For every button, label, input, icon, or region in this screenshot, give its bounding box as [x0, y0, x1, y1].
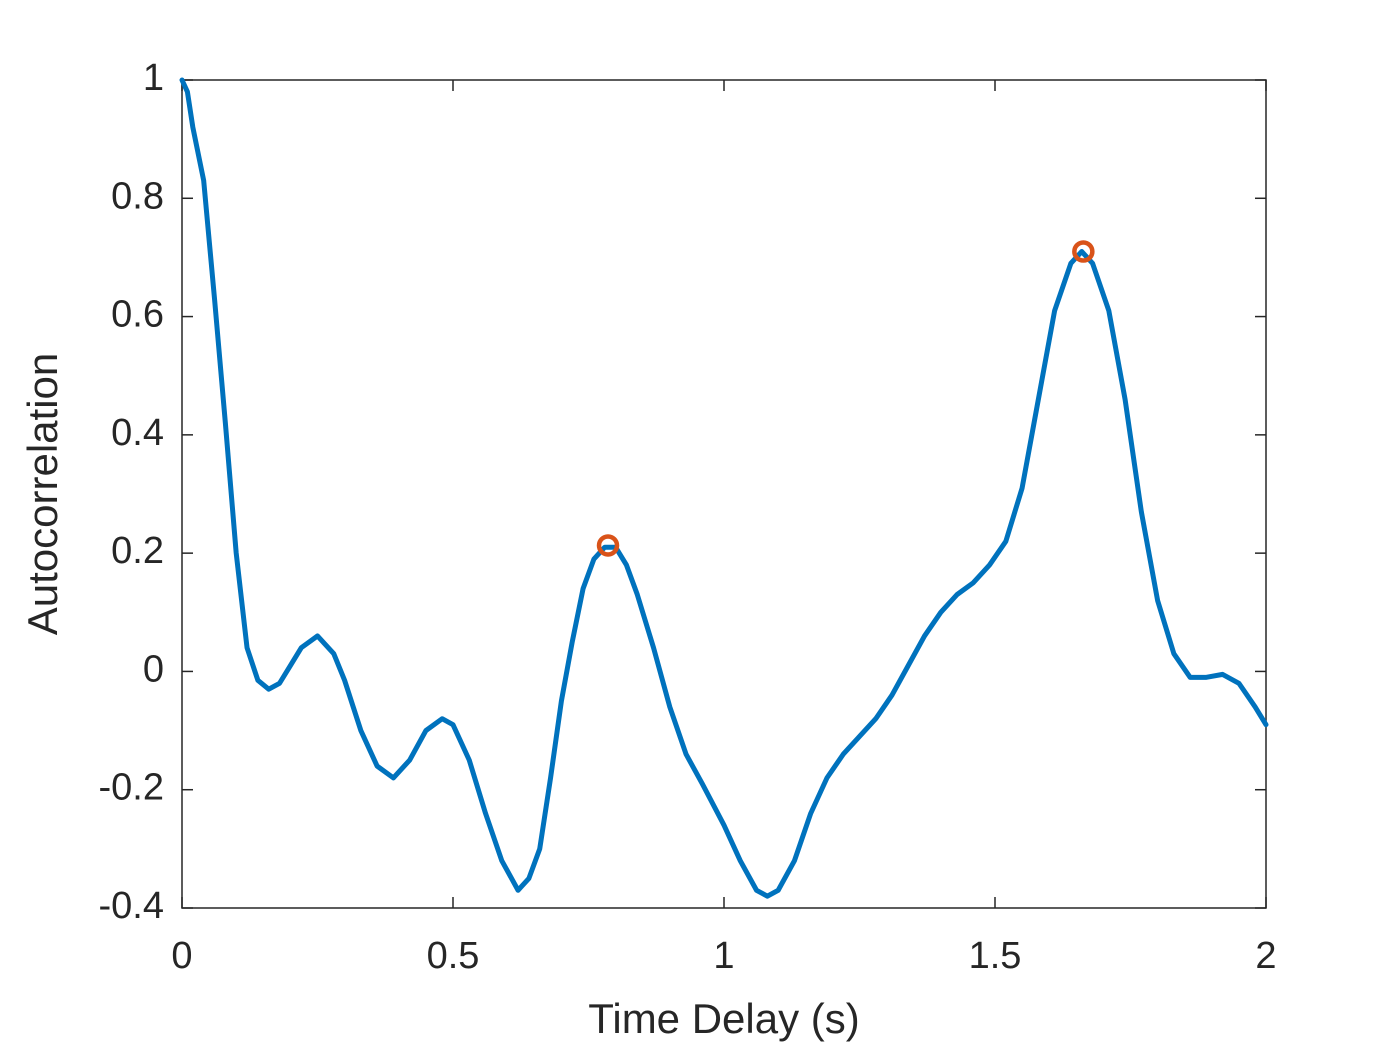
y-tick-label: 0 — [143, 648, 164, 690]
x-tick-label: 0.5 — [427, 935, 480, 977]
y-axis-label: Autocorrelation — [19, 353, 66, 636]
y-tick-label: 0.6 — [111, 294, 164, 336]
y-tick-label: -0.2 — [99, 767, 164, 809]
x-tick-label: 0 — [171, 935, 192, 977]
x-tick-label: 1 — [713, 935, 734, 977]
y-tick-label: 0.8 — [111, 175, 164, 217]
peak-marker — [596, 534, 620, 557]
y-tick-label: 0.4 — [111, 412, 164, 454]
x-tick-label: 2 — [1255, 935, 1276, 977]
y-tick-label: 0.2 — [111, 530, 164, 572]
x-axis-label: Time Delay (s) — [588, 995, 859, 1042]
y-tick-label: 1 — [143, 57, 164, 99]
data-line — [179, 77, 1269, 899]
peak-marker — [1072, 240, 1095, 263]
x-tick-label: 1.5 — [969, 935, 1022, 977]
y-tick-label: -0.4 — [99, 885, 164, 927]
